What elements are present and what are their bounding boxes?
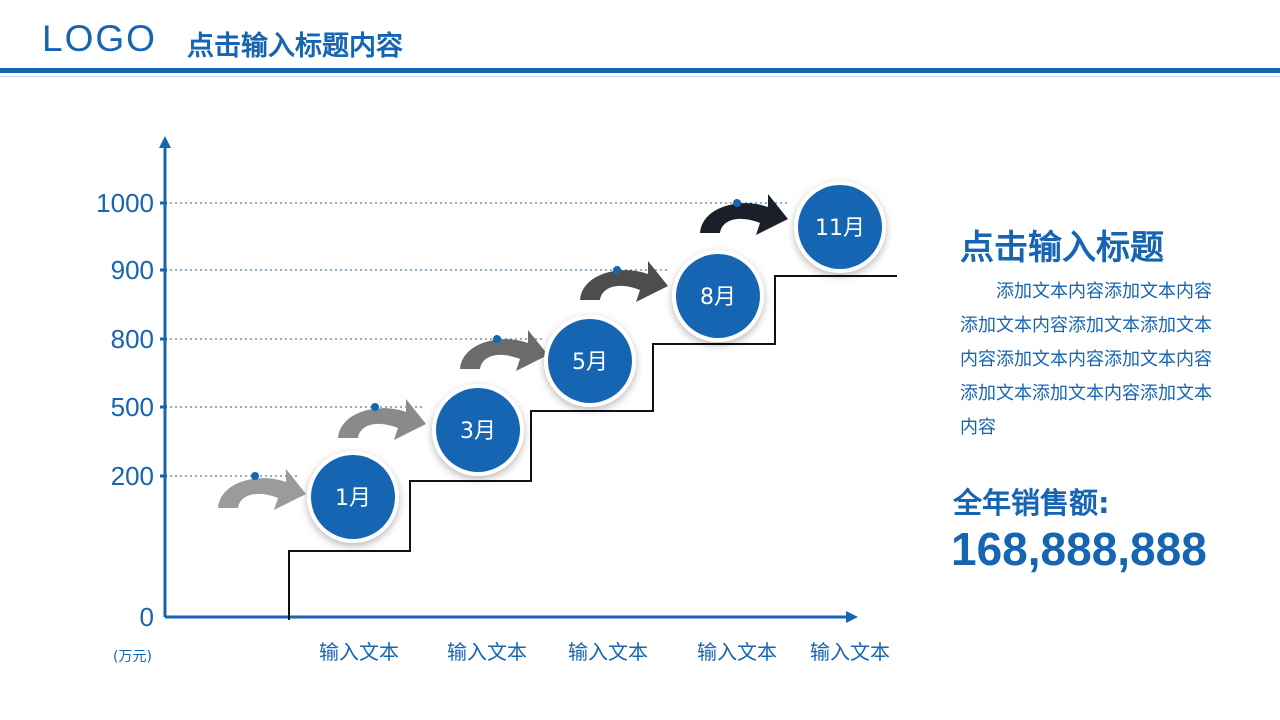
side-body-text[interactable]: 添加文本内容添加文本内容添加文本内容添加文本添加文本内容添加文本内容添加文本内容… [960,281,1212,438]
x-axis-arrow [846,611,858,623]
month-label: 8月 [700,285,736,310]
step-arrow [338,399,426,440]
y-unit-label: (万元) [113,649,152,665]
step-arrow [460,330,548,371]
month-circle [798,185,882,269]
y-tick-label: 200 [111,461,154,491]
step-arrow [700,194,788,235]
y-axis-arrow [159,136,171,148]
value-dot [613,266,621,274]
month-circle [676,254,760,338]
logo: LOGO [42,18,157,59]
x-tick-label: 输入文本 [447,640,527,664]
x-tick-label: 输入文本 [697,640,777,664]
month-label: 1月 [335,486,371,511]
month-circle [436,388,520,472]
header-divider-thin [0,76,1280,77]
y-tick-label: 800 [111,324,154,354]
value-dot [493,335,501,343]
month-label: 5月 [572,350,608,375]
month-label: 3月 [460,419,496,444]
header: LOGO 点击输入标题内容 [0,0,1280,80]
month-circle [311,455,395,539]
value-dot [371,403,379,411]
y-tick-label: 0 [140,602,154,632]
sales-label: 全年销售额: [953,486,1110,520]
y-tick-label: 1000 [96,188,154,218]
header-divider [0,68,1280,73]
sales-value: 168,888,888 [951,523,1207,575]
step-arrow [580,261,668,302]
value-dot [733,199,741,207]
month-circle [548,319,632,403]
step-arrow [218,469,306,510]
x-tick-label: 输入文本 [810,640,890,664]
value-dot [251,472,259,480]
x-tick-label: 输入文本 [319,640,399,664]
y-tick-label: 500 [111,392,154,422]
x-tick-label: 输入文本 [568,640,648,664]
y-tick-label: 900 [111,255,154,285]
side-title[interactable]: 点击输入标题 [960,228,1164,268]
step-line [288,275,897,620]
page-title[interactable]: 点击输入标题内容 [187,31,403,62]
month-label: 11月 [815,216,865,241]
